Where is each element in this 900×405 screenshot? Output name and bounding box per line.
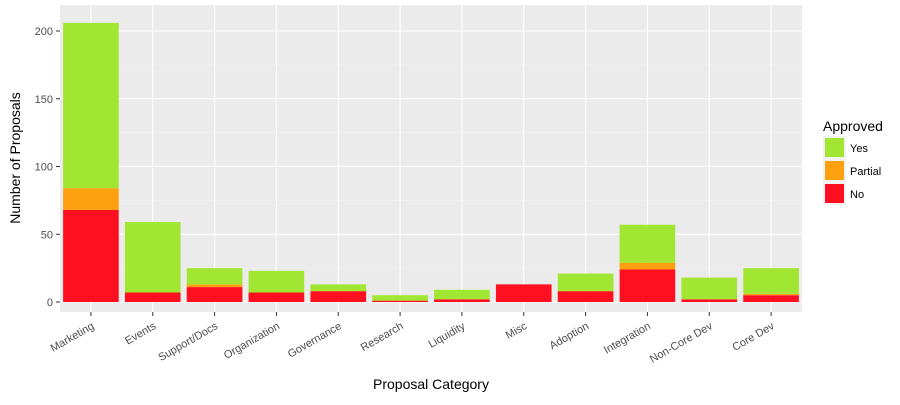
bar-yes-organization xyxy=(248,270,305,293)
bar-no-research xyxy=(372,300,428,302)
x-tick-label: Non-Core Dev xyxy=(648,320,715,366)
legend-label-partial: Partial xyxy=(850,166,881,178)
bar-yes-non-core-dev xyxy=(681,277,738,300)
bar-partial-integration xyxy=(619,262,676,270)
bar-yes-research xyxy=(372,295,428,301)
legend-label-yes: Yes xyxy=(850,143,868,155)
y-tick-label: 50 xyxy=(41,229,53,241)
bar-yes-events xyxy=(124,222,181,293)
bar-no-non-core-dev xyxy=(681,299,738,302)
legend-title: Approved xyxy=(823,118,883,134)
plot-panel xyxy=(60,5,802,312)
bar-yes-core-dev xyxy=(743,268,799,294)
legend-swatch-no xyxy=(825,184,844,203)
legend-swatch-partial xyxy=(825,161,844,180)
x-axis-title: Proposal Category xyxy=(373,376,489,392)
x-tick-label: Misc xyxy=(504,320,530,342)
y-tick-label: 200 xyxy=(35,26,53,38)
bar-no-governance xyxy=(310,291,367,302)
x-tick-label: Liquidity xyxy=(426,320,467,351)
bar-yes-support-docs xyxy=(186,268,243,285)
y-axis-title: Number of Proposals xyxy=(7,92,23,224)
bar-no-misc xyxy=(495,284,552,302)
y-axis: 0 50 100 150 200 xyxy=(35,26,60,309)
x-tick-label: Events xyxy=(123,320,159,347)
y-tick-label: 150 xyxy=(35,94,53,106)
bar-no-marketing xyxy=(63,209,119,302)
x-tick-label: Support/Docs xyxy=(156,320,220,364)
bars-layer xyxy=(63,22,799,302)
bar-yes-liquidity xyxy=(434,289,490,300)
y-tick-label: 0 xyxy=(47,297,53,309)
bar-partial-core-dev xyxy=(743,293,799,296)
bar-no-support-docs xyxy=(186,287,243,302)
legend: Approved Yes Partial No xyxy=(823,118,883,205)
x-tick-label: Adoption xyxy=(547,320,591,352)
bar-yes-adoption xyxy=(557,273,614,292)
bar-no-events xyxy=(124,292,181,302)
x-tick-label: Core Dev xyxy=(730,320,777,354)
x-tick-label: Integration xyxy=(602,320,653,356)
bar-no-integration xyxy=(619,269,676,302)
bar-no-core-dev xyxy=(743,295,799,302)
y-tick-label: 100 xyxy=(35,162,53,174)
x-tick-label: Research xyxy=(359,320,406,354)
bar-yes-governance xyxy=(310,284,367,292)
bar-partial-support-docs xyxy=(186,284,243,288)
bar-partial-marketing xyxy=(63,188,119,210)
legend-label-no: No xyxy=(850,189,864,201)
bar-no-liquidity xyxy=(434,299,490,302)
x-tick-label: Marketing xyxy=(49,320,97,355)
bar-no-adoption xyxy=(557,291,614,302)
x-tick-label: Governance xyxy=(286,320,344,360)
legend-swatch-yes xyxy=(825,138,844,157)
bar-no-organization xyxy=(248,292,305,302)
bar-yes-marketing xyxy=(63,22,119,189)
bar-yes-integration xyxy=(619,224,676,263)
x-tick-label: Organization xyxy=(222,320,282,362)
